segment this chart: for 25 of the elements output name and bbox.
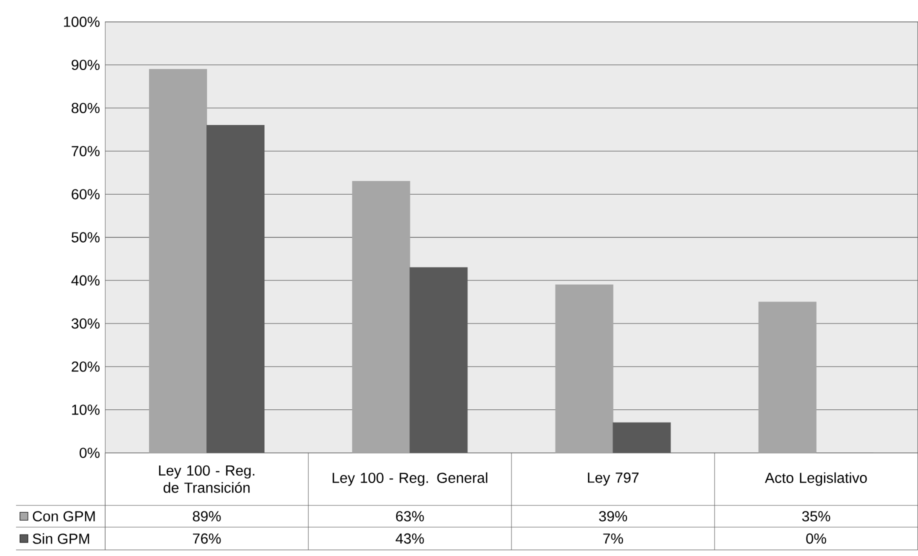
y-tick-label: 70% — [72, 146, 100, 156]
y-tick-label: 90% — [72, 60, 100, 70]
data-label: 76% — [192, 533, 221, 544]
data-label: 0% — [806, 533, 826, 544]
data-label: 39% — [599, 511, 628, 522]
y-tick-label: 10% — [72, 404, 100, 415]
data-label: 89% — [192, 511, 221, 522]
data-label: 43% — [396, 533, 424, 544]
y-tick-label: 30% — [72, 318, 100, 329]
y-tick-label: 50% — [72, 232, 100, 243]
x-tick-label: Ley 100 - Reg. de Transición — [159, 465, 254, 493]
y-tick-label: 60% — [72, 189, 100, 200]
data-label: 7% — [603, 534, 624, 544]
legend-label: Con GPM — [32, 511, 95, 522]
y-tick-label: 20% — [72, 362, 100, 372]
x-tick-label: Ley 100 - Reg. General — [332, 472, 488, 486]
x-tick-label: Ley 797 — [588, 472, 639, 486]
y-tick-label: 0% — [80, 448, 100, 458]
legend-label: Sin GPM — [32, 533, 90, 544]
y-tick-label: 80% — [72, 102, 100, 114]
data-label: 35% — [802, 511, 830, 522]
data-label: 63% — [396, 511, 424, 522]
x-tick-label: Acto Legislativo — [764, 472, 867, 486]
y-tick-label: 40% — [71, 275, 100, 286]
y-tick-label: 100% — [64, 16, 100, 27]
